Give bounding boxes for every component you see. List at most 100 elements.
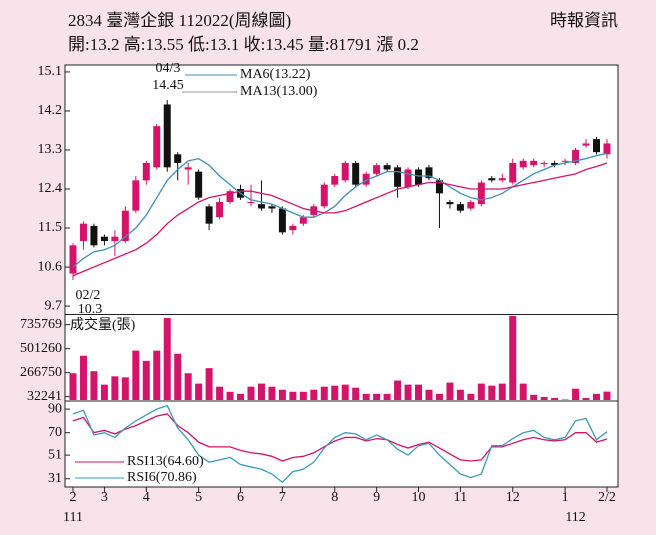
legend-label: RSI6(70.86) (127, 470, 197, 485)
y-tick-label: 32241 (27, 389, 62, 404)
y-tick-label: 13.3 (38, 142, 63, 157)
year-label: 112 (565, 510, 585, 525)
legend-label: MA6(13.22) (240, 67, 311, 82)
candle-body (373, 165, 381, 174)
x-tick-label: 12 (506, 490, 520, 505)
candle-body (257, 204, 265, 209)
candle-body (572, 149, 580, 163)
line (72, 413, 608, 462)
candle-body (477, 182, 485, 205)
x-tick-label: 2/2 (598, 490, 616, 505)
bar (247, 386, 255, 400)
candle-body (362, 173, 370, 185)
bar (237, 393, 245, 400)
candle-body (582, 143, 590, 146)
candle-body (435, 180, 443, 194)
bar (132, 350, 140, 400)
candle-body (519, 160, 527, 168)
candle-body (404, 169, 412, 187)
candle-body (121, 210, 129, 242)
bar (467, 393, 475, 400)
bar (530, 394, 538, 400)
bar (509, 316, 517, 400)
bar (352, 387, 360, 400)
candle-body (205, 206, 213, 224)
year-label: 111 (63, 510, 83, 525)
bar (435, 393, 443, 400)
panel-title: 成交量(張) (70, 316, 136, 333)
y-tick-label: 31 (48, 471, 62, 486)
candle-body (331, 175, 339, 185)
candle-body (247, 202, 255, 204)
x-tick-label: 10 (412, 490, 426, 505)
bar (362, 393, 370, 400)
bar (299, 391, 307, 400)
candle-body (320, 184, 328, 207)
bar (226, 391, 234, 400)
candle-body (153, 126, 161, 168)
bar (572, 388, 580, 400)
candle-body (456, 204, 464, 211)
bar (446, 382, 454, 400)
bar (331, 385, 339, 400)
candle-body (488, 178, 496, 181)
candle-body (69, 245, 77, 274)
x-tick-label: 2 (70, 490, 77, 505)
bar (174, 353, 182, 400)
candle-body (216, 202, 224, 218)
y-tick-label: 14.2 (38, 103, 63, 118)
bar (477, 383, 485, 400)
x-tick-label: 5 (195, 490, 202, 505)
y-tick-label: 51 (48, 447, 62, 462)
candle-body (509, 162, 517, 183)
bar (519, 383, 527, 400)
y-tick-label: 12.4 (38, 181, 63, 196)
annotation-value: 14.45 (152, 78, 184, 93)
candle-body (530, 160, 538, 166)
candle-body (603, 143, 611, 155)
candle-body (446, 202, 454, 205)
candle-body (278, 208, 286, 233)
volume-bars (69, 316, 611, 400)
y-tick-label: 501260 (20, 341, 62, 356)
bar (289, 391, 297, 400)
candle-body (142, 162, 150, 181)
bar (142, 360, 150, 400)
bar (195, 383, 203, 400)
candle-body (226, 191, 234, 203)
candle-body (341, 162, 349, 181)
bar (310, 389, 318, 400)
candle-body (551, 162, 559, 166)
candle-body (593, 139, 600, 153)
y-tick-label: 11.5 (38, 220, 62, 235)
bar (100, 384, 108, 400)
bar (383, 393, 391, 400)
candle-body (394, 167, 402, 187)
chart-title: 2834 臺灣企銀 112022(周線圖) (68, 11, 291, 30)
annotation-date: 04/3 (156, 61, 181, 76)
candle-body (561, 160, 569, 162)
bar (153, 350, 161, 400)
bar (216, 386, 224, 400)
candle-body (79, 223, 87, 242)
y-tick-label: 70 (48, 425, 62, 440)
candle-body (111, 236, 119, 242)
line (72, 152, 608, 268)
annotation-date: 02/2 (76, 288, 101, 303)
bar (425, 389, 433, 400)
bar (90, 371, 98, 400)
y-tick-label: 10.6 (38, 259, 63, 274)
x-tick-label: 6 (237, 490, 244, 505)
bar (540, 396, 548, 400)
candle-body (352, 162, 360, 185)
candle-body (540, 162, 548, 164)
bar (582, 397, 590, 400)
summary: 開:13.2 高:13.55 低:13.1 收:13.45 量:81791 漲 … (68, 35, 419, 54)
bar (205, 368, 213, 400)
candle-body (163, 104, 171, 168)
x-tick-label: 7 (279, 490, 286, 505)
bar (456, 389, 464, 400)
y-tick-label: 735769 (20, 317, 62, 332)
bar (163, 318, 171, 400)
